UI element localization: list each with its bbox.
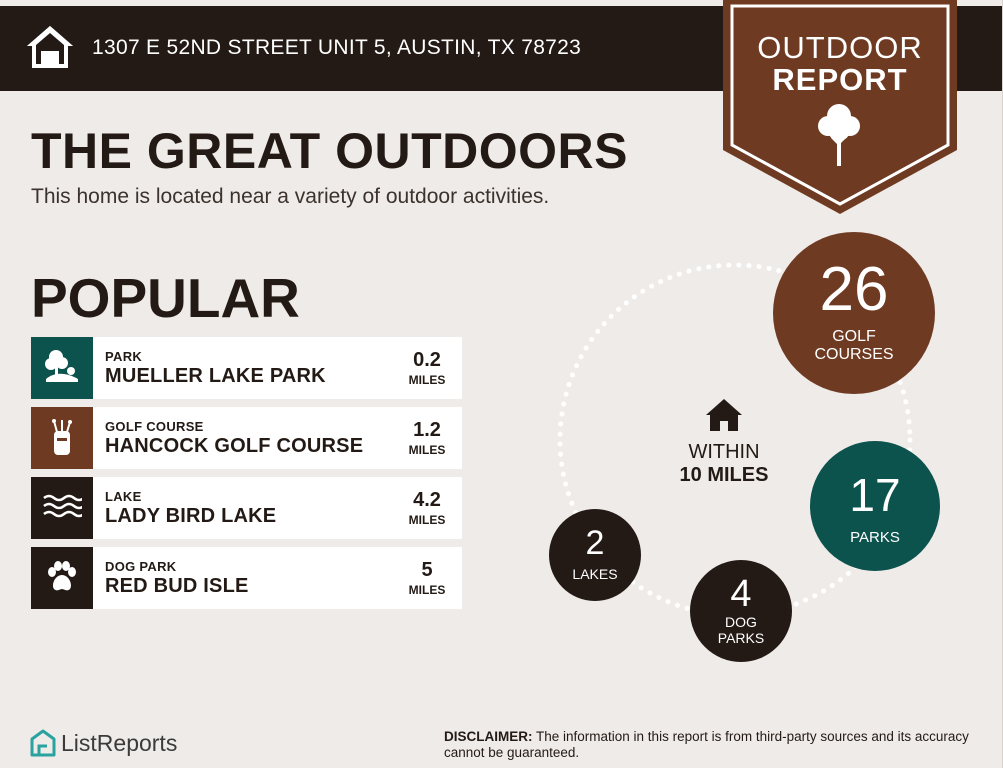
badge-title-line1: OUTDOOR	[757, 30, 923, 65]
item-distance: 1.2	[413, 419, 441, 441]
golf-count-label-line1: GOLF	[832, 328, 876, 345]
item-type: LAKE	[105, 489, 142, 504]
paw-print-icon	[31, 547, 93, 609]
dog-count-value: 4	[730, 573, 752, 615]
parks-count-label: PARKS	[850, 529, 900, 546]
item-distance-unit: MILES	[408, 443, 446, 457]
item-distance: 5	[421, 559, 433, 581]
disclaimer-text: The information in this report is from t…	[444, 729, 969, 760]
dog-count-label-line1: DOG	[725, 614, 757, 630]
parks-count-value: 17	[849, 469, 901, 521]
item-type: DOG PARK	[105, 559, 177, 574]
radius-label-line1: WITHIN	[688, 441, 760, 463]
park-tree-icon	[31, 337, 93, 399]
badge-title-line2: REPORT	[772, 62, 908, 97]
house-icon	[706, 399, 742, 431]
disclaimer-label: DISCLAIMER:	[444, 729, 533, 744]
listreports-logo-icon	[30, 729, 56, 757]
item-type: PARK	[105, 349, 143, 364]
dog-parks-count: 4 DOG PARKS	[690, 560, 792, 662]
golf-courses-count: 26 GOLF COURSES	[773, 232, 935, 394]
house-icon	[27, 26, 73, 68]
item-distance: 0.2	[413, 349, 441, 371]
disclaimer: DISCLAIMER: The information in this repo…	[444, 729, 984, 761]
item-name: RED BUD ISLE	[105, 575, 249, 597]
page-subtitle: This home is located near a variety of o…	[31, 185, 550, 208]
golf-count-label-line2: COURSES	[814, 346, 894, 363]
list-item-dog-park: DOG PARK RED BUD ISLE 5 MILES	[31, 547, 462, 609]
parks-count: 17 PARKS	[810, 441, 940, 571]
lakes-count-value: 2	[585, 524, 605, 562]
tree-icon	[818, 104, 860, 166]
property-address: 1307 E 52ND STREET UNIT 5, AUSTIN, TX 78…	[92, 36, 582, 59]
popular-heading: POPULAR	[31, 267, 300, 329]
item-name: HANCOCK GOLF COURSE	[105, 435, 364, 457]
item-type: GOLF COURSE	[105, 419, 204, 434]
popular-list: PARK MUELLER LAKE PARK 0.2 MILES	[31, 337, 462, 617]
item-distance-unit: MILES	[408, 373, 446, 387]
item-name: MUELLER LAKE PARK	[105, 365, 326, 387]
golf-bag-icon	[31, 407, 93, 469]
water-waves-icon	[31, 477, 93, 539]
list-item-park: PARK MUELLER LAKE PARK 0.2 MILES	[31, 337, 462, 399]
list-item-lake: LAKE LADY BIRD LAKE 4.2 MILES	[31, 477, 462, 539]
item-distance-unit: MILES	[408, 583, 446, 597]
item-distance: 4.2	[413, 489, 441, 511]
radius-label-line2: 10 MILES	[679, 464, 769, 486]
page-title: THE GREAT OUTDOORS	[31, 123, 628, 179]
brand-name: ListReports	[61, 730, 178, 756]
lakes-count-label: LAKES	[572, 566, 618, 582]
list-item-golf: GOLF COURSE HANCOCK GOLF COURSE 1.2 MILE…	[31, 407, 462, 469]
item-name: LADY BIRD LAKE	[105, 505, 277, 527]
dog-count-label-line2: PARKS	[717, 630, 765, 646]
lakes-count: 2 LAKES	[549, 509, 641, 601]
radius-label: WITHIN 10 MILES	[664, 441, 784, 487]
item-distance-unit: MILES	[408, 513, 446, 527]
golf-count-value: 26	[819, 255, 889, 324]
